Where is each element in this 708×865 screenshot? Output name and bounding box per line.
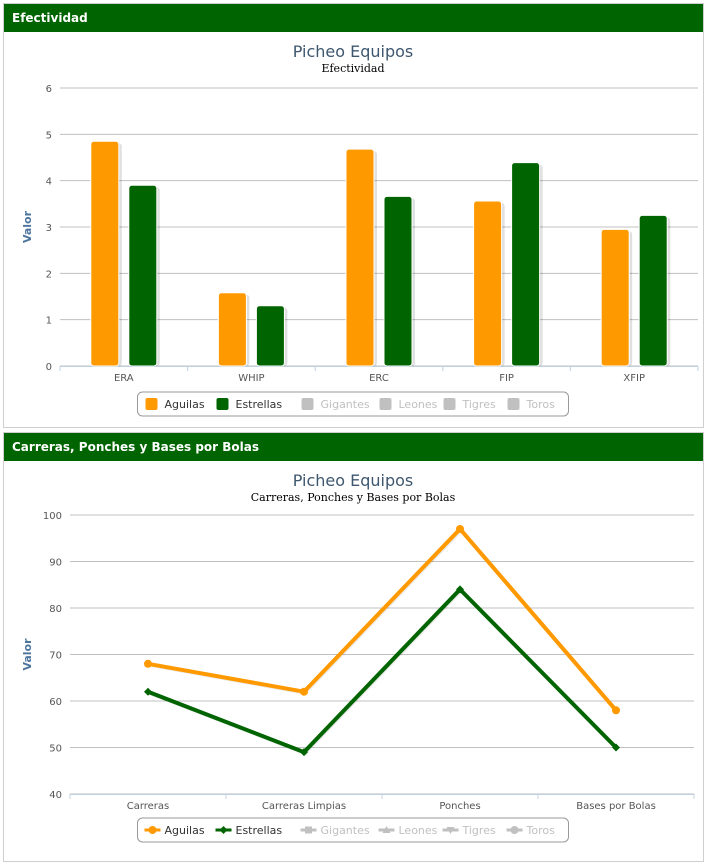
legend-item-leones[interactable]: Leones — [379, 398, 438, 411]
legend-label: Tigres — [462, 824, 496, 837]
legend-item-aguilas[interactable]: Aguilas — [145, 398, 205, 411]
x-tick-label: ERA — [114, 373, 134, 384]
series-line-aguilas[interactable] — [147, 526, 618, 712]
y-tick-label: 60 — [49, 697, 62, 708]
point-estrellas-0[interactable] — [144, 687, 152, 696]
bar-aguilas-erc[interactable] — [345, 148, 375, 367]
legend-box — [137, 817, 569, 843]
point-estrellas-2[interactable] — [456, 585, 464, 594]
x-tick-label: Carreras Limpias — [262, 801, 346, 812]
point-aguilas-0[interactable] — [144, 659, 152, 668]
y-tick-label: 100 — [43, 511, 62, 522]
bar-estrellas-xfip[interactable] — [638, 214, 668, 367]
legend-item-tigres[interactable]: Tigres — [442, 824, 496, 837]
bar-estrellas-era[interactable] — [128, 184, 158, 367]
legend-item-toros[interactable]: Toros — [507, 398, 556, 411]
bar-aguilas-xfip[interactable] — [600, 228, 630, 367]
bar-aguilas-fip[interactable] — [473, 200, 503, 367]
legend-item-leones[interactable]: Leones — [378, 824, 438, 837]
panel-header-efectividad[interactable]: Efectividad — [4, 4, 703, 32]
y-axis-label: Valor — [21, 638, 34, 671]
legend-item-gigantes[interactable]: Gigantes — [300, 824, 370, 837]
chart-subtitle: Efectividad — [321, 62, 384, 75]
legend-box — [137, 391, 569, 417]
series-shadow — [148, 526, 619, 713]
legend-label: Aguilas — [165, 824, 205, 837]
legend-item-gigantes[interactable]: Gigantes — [301, 398, 370, 411]
point-aguilas-3[interactable] — [612, 706, 620, 715]
legend-label: Gigantes — [321, 824, 370, 837]
legend-swatch — [379, 398, 392, 410]
bar-estrellas-erc[interactable] — [383, 195, 413, 367]
legend-swatch — [216, 398, 229, 410]
x-tick-label: Ponches — [439, 801, 480, 812]
bar-estrellas-whip[interactable] — [255, 305, 285, 367]
point-estrellas-3[interactable] — [612, 743, 620, 752]
bar-aguilas-era[interactable] — [90, 140, 120, 367]
panel-header-carreras[interactable]: Carreras, Ponches y Bases por Bolas — [4, 433, 703, 461]
x-tick-label: ERC — [369, 373, 389, 384]
point-aguilas-1[interactable] — [300, 687, 308, 696]
legend-item-aguilas[interactable]: Aguilas — [144, 824, 205, 837]
carreras-panel: Carreras, Ponches y Bases por Bolas Pich… — [3, 432, 704, 862]
efectividad-panel: Efectividad Picheo Equipos Efectividad 0 1 2… — [3, 3, 704, 428]
y-tick-label: 4 — [46, 177, 52, 188]
series-line-estrellas[interactable] — [147, 587, 618, 755]
y-tick-label: 2 — [46, 269, 52, 280]
legend-item-toros[interactable]: Toros — [506, 824, 556, 837]
legend-label: Gigantes — [321, 398, 370, 411]
legend-item-estrellas[interactable]: Estrellas — [216, 398, 283, 411]
legend-label: Estrellas — [236, 398, 283, 411]
y-axis-label: Valor — [21, 210, 34, 243]
y-tick-label: 80 — [49, 604, 62, 615]
legend-item-tigres[interactable]: Tigres — [443, 398, 496, 411]
y-tick-label: 5 — [46, 130, 52, 141]
legend-label: Tigres — [462, 398, 496, 411]
chart-title: Picheo Equipos — [293, 471, 414, 490]
legend-marker — [446, 827, 455, 834]
legend-swatch — [507, 398, 520, 410]
x-tick-label: XFIP — [623, 373, 645, 384]
legend-marker — [510, 826, 519, 834]
y-tick-label: 70 — [49, 651, 62, 662]
y-tick-label: 3 — [46, 223, 52, 234]
y-tick-label: 90 — [49, 558, 62, 569]
legend-swatch — [145, 398, 158, 410]
x-tick-label: FIP — [499, 373, 514, 384]
bar-estrellas-fip[interactable] — [511, 162, 541, 367]
y-tick-label: 6 — [46, 84, 52, 95]
legend-marker — [219, 826, 228, 834]
y-tick-label: 0 — [46, 362, 52, 373]
bar-aguilas-whip[interactable] — [217, 292, 247, 367]
legend-label: Leones — [399, 398, 438, 411]
legend-label: Toros — [526, 824, 556, 837]
x-tick-label: Bases por Bolas — [576, 801, 656, 812]
point-estrellas-1[interactable] — [300, 748, 308, 757]
legend-label: Aguilas — [165, 398, 205, 411]
legend-swatch — [443, 398, 456, 410]
x-tick-label: Carreras — [127, 801, 170, 812]
x-tick-label: WHIP — [238, 373, 264, 384]
legend-label: Estrellas — [236, 824, 283, 837]
legend-item-estrellas[interactable]: Estrellas — [215, 824, 283, 837]
legend-marker — [305, 826, 312, 834]
legend-label: Leones — [399, 824, 438, 837]
legend-swatch — [301, 398, 314, 410]
y-tick-label: 1 — [46, 316, 52, 327]
chart-subtitle: Carreras, Ponches y Bases por Bolas — [251, 491, 456, 504]
legend-marker — [382, 826, 391, 833]
legend-label: Toros — [526, 398, 556, 411]
point-aguilas-2[interactable] — [456, 524, 464, 533]
chart-title: Picheo Equipos — [293, 42, 414, 61]
y-tick-label: 50 — [49, 744, 62, 755]
legend-marker — [148, 826, 157, 834]
y-tick-label: 40 — [49, 790, 62, 801]
